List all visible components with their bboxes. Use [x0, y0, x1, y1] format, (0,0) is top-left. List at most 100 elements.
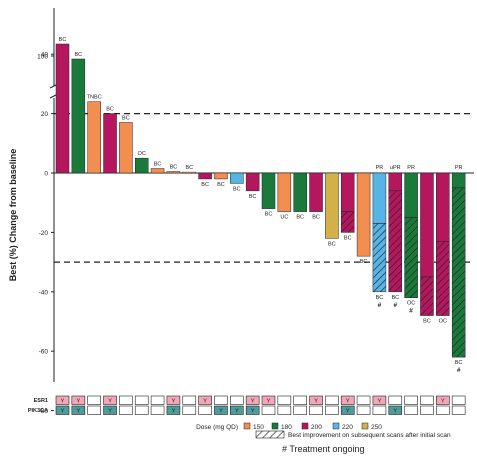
response-bar [214, 172, 228, 180]
mutation-cell [388, 405, 403, 415]
response-bar [198, 172, 212, 180]
mutation-cell [245, 405, 260, 415]
dose-legend-swatch [243, 422, 251, 430]
tumor-type-label: BC [201, 182, 209, 188]
mutation-cell [55, 395, 70, 405]
tumor-type-label: BC [154, 162, 162, 168]
response-bar [134, 157, 149, 174]
mutation-cell [214, 395, 228, 405]
mutation-cell [245, 395, 260, 405]
dose-legend-title: Dose (mg QD) [196, 424, 238, 431]
response-bar [261, 172, 276, 209]
mutation-cell [340, 405, 355, 415]
mutation-cell [150, 405, 165, 415]
mutation-cell [309, 395, 323, 405]
mutation-marker: Y [346, 399, 350, 405]
mutation-cell [293, 395, 307, 405]
treatment-ongoing-mark: # [378, 302, 382, 309]
hatch-overlay [420, 276, 434, 316]
response-label: uPR [390, 165, 401, 171]
mutation-cell [404, 395, 418, 405]
response-bar [309, 172, 323, 212]
response-bar [420, 172, 434, 278]
mutation-cell [356, 395, 371, 405]
y-tick-label: 20 [41, 111, 49, 118]
response-bar [103, 113, 117, 174]
mutation-marker: Y [108, 409, 112, 415]
dose-legend-swatch [332, 422, 340, 430]
mutation-marker: Y [77, 399, 81, 405]
tumor-type-label: BC [391, 295, 399, 301]
y-tick-label: -40 [39, 289, 49, 296]
mutation-cell [182, 395, 197, 405]
mutation-cell [388, 395, 403, 405]
dose-legend-swatch [361, 422, 369, 430]
mutation-cell [166, 395, 181, 405]
hatch-legend-swatch [255, 430, 285, 439]
mutation-marker: Y [61, 409, 65, 415]
mutation-marker: Y [251, 399, 255, 405]
tumor-type-label: BC [312, 215, 320, 221]
mutation-marker: Y [346, 409, 350, 415]
response-bar [55, 43, 70, 174]
y-tick-label: -80 [39, 408, 49, 415]
mutation-cell [436, 405, 450, 415]
hatch-overlay [341, 211, 355, 233]
dose-legend-swatch [301, 422, 309, 430]
mutation-row-label: ESR1 [34, 398, 48, 404]
mutation-cell [119, 395, 133, 405]
response-bar [356, 172, 371, 257]
tumor-type-label: BC [344, 235, 352, 241]
mutation-cell [420, 395, 434, 405]
tumor-type-label: BC [328, 241, 336, 247]
tumor-type-label: BC [217, 182, 225, 188]
tumor-type-label: BC [170, 165, 178, 171]
tumor-type-label: UC [280, 215, 288, 221]
y-axis-label: Best (%) Change from baseline [8, 149, 18, 282]
mutation-cell [404, 405, 418, 415]
tumor-type-label: BC [296, 215, 304, 221]
mutation-cell [420, 405, 434, 415]
y-tick-label: -60 [39, 349, 49, 356]
tumor-type-label: BC [360, 259, 368, 265]
mutation-marker: Y [172, 409, 176, 415]
y-tick-label: 100 [37, 54, 48, 61]
response-bar [451, 172, 466, 189]
mutation-cell [150, 395, 165, 405]
tumor-type-label: BC [106, 107, 114, 113]
response-bar [340, 172, 355, 212]
tumor-type-label: TNBC [87, 95, 102, 101]
tumor-type-label: BC [122, 116, 130, 122]
mutation-marker: Y [378, 399, 382, 405]
y-tick-label: 0 [44, 171, 48, 178]
hatch-legend-label: Best improvement on subsequent scans aft… [288, 432, 451, 439]
hatch-overlay [388, 190, 402, 292]
tumor-type-label: BC [185, 165, 193, 171]
mutation-marker: Y [251, 409, 255, 415]
dose-legend-label: 150 [253, 424, 264, 431]
mutation-cell [325, 405, 339, 415]
mutation-cell [261, 405, 276, 415]
response-bar [404, 172, 418, 218]
response-bar [372, 172, 387, 224]
mutation-cell [372, 395, 387, 405]
tumor-type-label: OC [138, 151, 146, 157]
y-tick-label: 40 [41, 52, 49, 59]
mutation-cell [71, 395, 86, 405]
mutation-marker: Y [314, 399, 318, 405]
mutation-row-label: PIK3CA [28, 408, 48, 414]
mutation-cell [356, 405, 371, 415]
treatment-ongoing-mark: # [409, 308, 413, 315]
response-bar [325, 172, 339, 239]
tumor-type-label: BC [75, 52, 83, 58]
mutation-cell [87, 395, 101, 405]
mutation-cell [325, 395, 339, 405]
hatch-overlay [436, 241, 450, 316]
dose-legend-label: 200 [311, 424, 322, 431]
mutation-cell [277, 395, 292, 405]
tumor-type-label: BC [455, 360, 463, 366]
mutation-cell [451, 395, 466, 405]
mutation-cell [134, 395, 149, 405]
response-bar [119, 122, 133, 174]
response-bar [277, 172, 292, 212]
